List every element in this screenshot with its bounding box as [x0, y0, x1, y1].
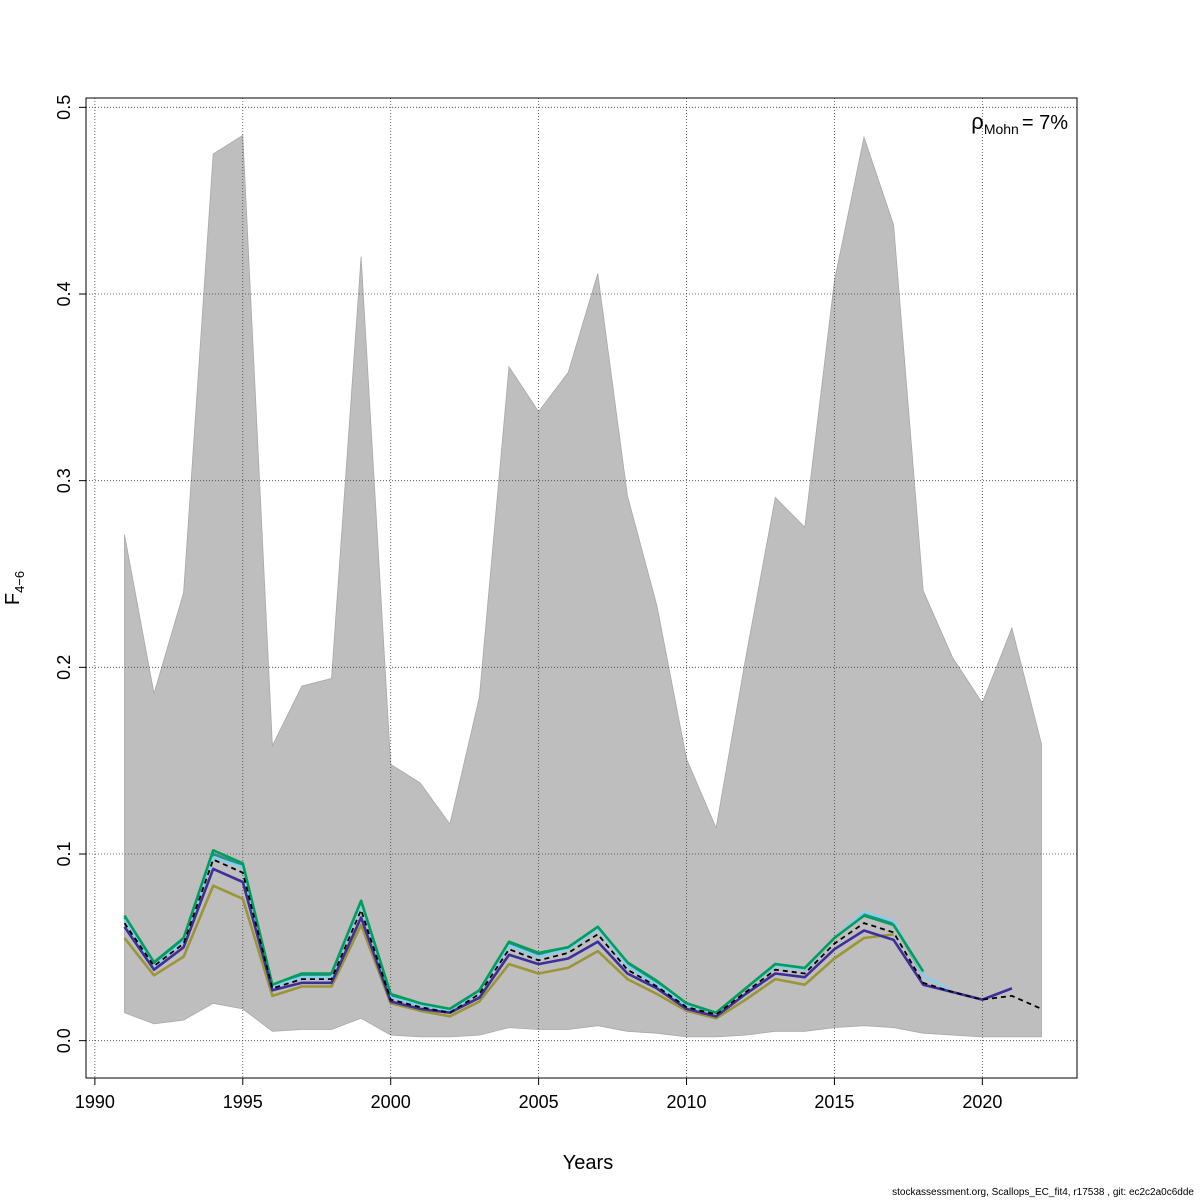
y-axis-label-sub: 4−6 [12, 571, 27, 593]
mohn-rho-annotation: ρMohn = 7% [971, 109, 1068, 137]
series-layer [123, 849, 1042, 1020]
x-tick-label-2000: 2000 [371, 1092, 411, 1112]
y-tick-label-0: 0.0 [54, 1028, 74, 1053]
x-axis: 1990 1995 2000 2005 2010 2015 2020 [75, 1077, 1002, 1112]
y-tick-label-0-5: 0.5 [54, 95, 74, 120]
footer-text: stockassessment.org, Scallops_EC_fit4, r… [892, 1187, 1194, 1198]
x-tick-label-2015: 2015 [814, 1092, 854, 1112]
series-line-5 [123, 867, 1013, 1018]
series-line-3 [123, 849, 925, 1014]
confidence-band [124, 134, 1042, 1038]
x-tick-label-1990: 1990 [75, 1092, 115, 1112]
x-tick-label-2005: 2005 [519, 1092, 559, 1112]
x-tick-label-2020: 2020 [962, 1092, 1002, 1112]
y-tick-label-0-2: 0.2 [54, 655, 74, 680]
y-axis-label: F4−6 [2, 571, 27, 605]
y-tick-label-0-1: 0.1 [54, 841, 74, 866]
x-tick-label-2010: 2010 [666, 1092, 706, 1112]
x-tick-label-1995: 1995 [223, 1092, 263, 1112]
y-tick-label-0-3: 0.3 [54, 468, 74, 493]
series-line-6 [123, 858, 1042, 1016]
series-line-4 [123, 884, 894, 1020]
y-tick-label-0-4: 0.4 [54, 281, 74, 306]
mohn-rho-symbol: ρ [971, 109, 984, 134]
mohn-rho-subscript: Mohn [984, 121, 1019, 137]
mohn-rho-value: = 7% [1022, 112, 1068, 134]
x-axis-label: Years [563, 1152, 613, 1174]
y-axis: 0.0 0.1 0.2 0.3 0.4 0.5 [54, 95, 87, 1053]
confidence-band-layer [124, 134, 1042, 1038]
grid-layer [86, 98, 1077, 1078]
y-axis-label-main: F [2, 593, 24, 605]
